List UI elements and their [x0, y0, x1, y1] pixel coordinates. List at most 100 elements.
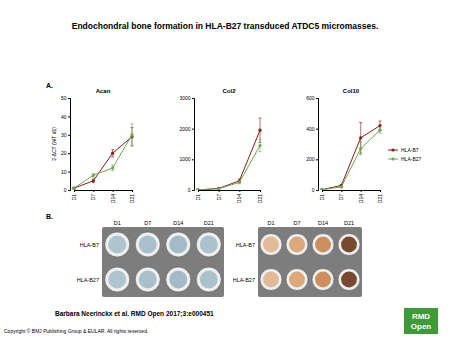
column-label: D14 — [173, 220, 183, 226]
marker — [196, 188, 199, 190]
tick-mark — [316, 190, 318, 191]
error-bar — [359, 123, 362, 154]
tick: 30 — [61, 132, 70, 138]
well — [166, 267, 191, 292]
tick-mark — [132, 190, 133, 192]
error-cap — [259, 139, 262, 140]
tick: D1 — [319, 190, 325, 200]
marker — [378, 129, 381, 132]
well — [286, 269, 308, 291]
tick: D1 — [195, 190, 201, 200]
micromass — [341, 237, 357, 253]
tick: D21 — [377, 190, 383, 203]
tick-mark — [260, 190, 261, 192]
tick-label: D1 — [71, 194, 77, 201]
tick-mark — [239, 190, 240, 192]
error-bar — [359, 142, 362, 154]
tick: 2000 — [179, 126, 194, 132]
error-cap — [379, 121, 382, 122]
tick-label: 0 — [188, 187, 191, 193]
error-bar — [92, 179, 95, 183]
tick-label: D21 — [129, 194, 135, 203]
tick-label: 200 — [306, 156, 315, 162]
error-cap — [379, 133, 382, 134]
series-line: HLA-B7 — [322, 126, 380, 190]
axis-title: 2-ΔCT (WT d1) — [51, 127, 57, 161]
x-axis: D1D7D14D21 — [195, 190, 263, 203]
error-cap — [359, 142, 362, 143]
plot-area: HLA-B7HLA-B27 — [320, 121, 381, 190]
marker — [258, 144, 261, 147]
tick-mark — [316, 159, 318, 160]
tick-label: 600 — [306, 95, 315, 101]
error-bar — [111, 150, 114, 157]
well — [338, 234, 360, 256]
column-label: D7 — [293, 220, 300, 226]
legend-label: HLA-B27 — [401, 156, 422, 162]
well — [312, 269, 334, 291]
y-axis: 0100020003000 — [179, 95, 194, 193]
series-line: HLA-B7 — [198, 130, 260, 190]
well — [166, 232, 191, 257]
slide-title: Endochondral bone formation in HLA-B27 t… — [72, 21, 379, 31]
column-label: D21 — [204, 220, 214, 226]
marker — [111, 166, 114, 169]
error-bar — [321, 189, 324, 190]
series-line: HLA-B27 — [74, 135, 132, 188]
error-bar — [321, 189, 324, 190]
tick-mark — [68, 98, 70, 99]
tick-label: D1 — [195, 194, 201, 201]
well — [286, 234, 308, 256]
tick-label: D14 — [236, 194, 242, 203]
tick: D14 — [358, 190, 364, 203]
legend-marker — [391, 157, 394, 160]
tick: 400 — [306, 126, 318, 132]
marker — [238, 181, 241, 184]
marker — [111, 152, 114, 155]
error-bar — [92, 173, 95, 177]
error-cap — [259, 117, 262, 118]
error-bar — [111, 165, 114, 171]
error-bar — [259, 139, 262, 151]
micromass — [289, 237, 305, 253]
micromass — [108, 271, 126, 289]
chart: 0100020003000D1D7D14D21Col2HLA-B7HLA-B27 — [179, 88, 263, 203]
error-cap — [359, 122, 362, 123]
tick-mark — [68, 135, 70, 136]
series-line: HLA-B27 — [198, 146, 260, 190]
tick-mark — [68, 172, 70, 173]
error-cap — [379, 127, 382, 128]
tick: D14 — [110, 190, 116, 203]
error-cap — [111, 149, 114, 150]
tick-mark — [113, 190, 114, 192]
error-cap — [111, 170, 114, 171]
tick-label: 40 — [61, 114, 67, 120]
error-cap — [259, 151, 262, 152]
tick: 40 — [61, 114, 70, 120]
tick-label: D7 — [338, 194, 344, 201]
tick-mark — [361, 190, 362, 192]
marker — [196, 188, 199, 190]
x-axis: D1 D7 D14 D21 — [319, 190, 383, 203]
error-bar — [379, 127, 382, 133]
plate: D1D7D14D21HLA-B7HLA-B27 — [233, 220, 362, 298]
row-label: HLA-B27 — [77, 277, 99, 283]
series-line: HLA-B27 — [322, 130, 380, 189]
logo-box — [404, 308, 438, 334]
tick-label: 10 — [61, 169, 67, 175]
chart-title: Acan — [96, 88, 111, 94]
tick: 600 — [306, 95, 318, 101]
tick: 3000 — [179, 95, 194, 101]
tick-label: D14 — [358, 194, 364, 203]
well — [196, 267, 221, 292]
axis-line — [75, 191, 133, 193]
marker — [320, 188, 323, 190]
column-label: D14 — [318, 220, 328, 226]
legend: HLA-B7HLA-B27 — [388, 147, 422, 162]
micromass — [200, 271, 218, 289]
tick-mark — [192, 190, 194, 191]
micromass — [263, 272, 279, 288]
chart: 01020304050D1D7D14D21Acan2-ΔCT (WT d1)HL… — [51, 88, 135, 203]
marker — [72, 187, 75, 190]
tick: D21 — [257, 190, 263, 203]
